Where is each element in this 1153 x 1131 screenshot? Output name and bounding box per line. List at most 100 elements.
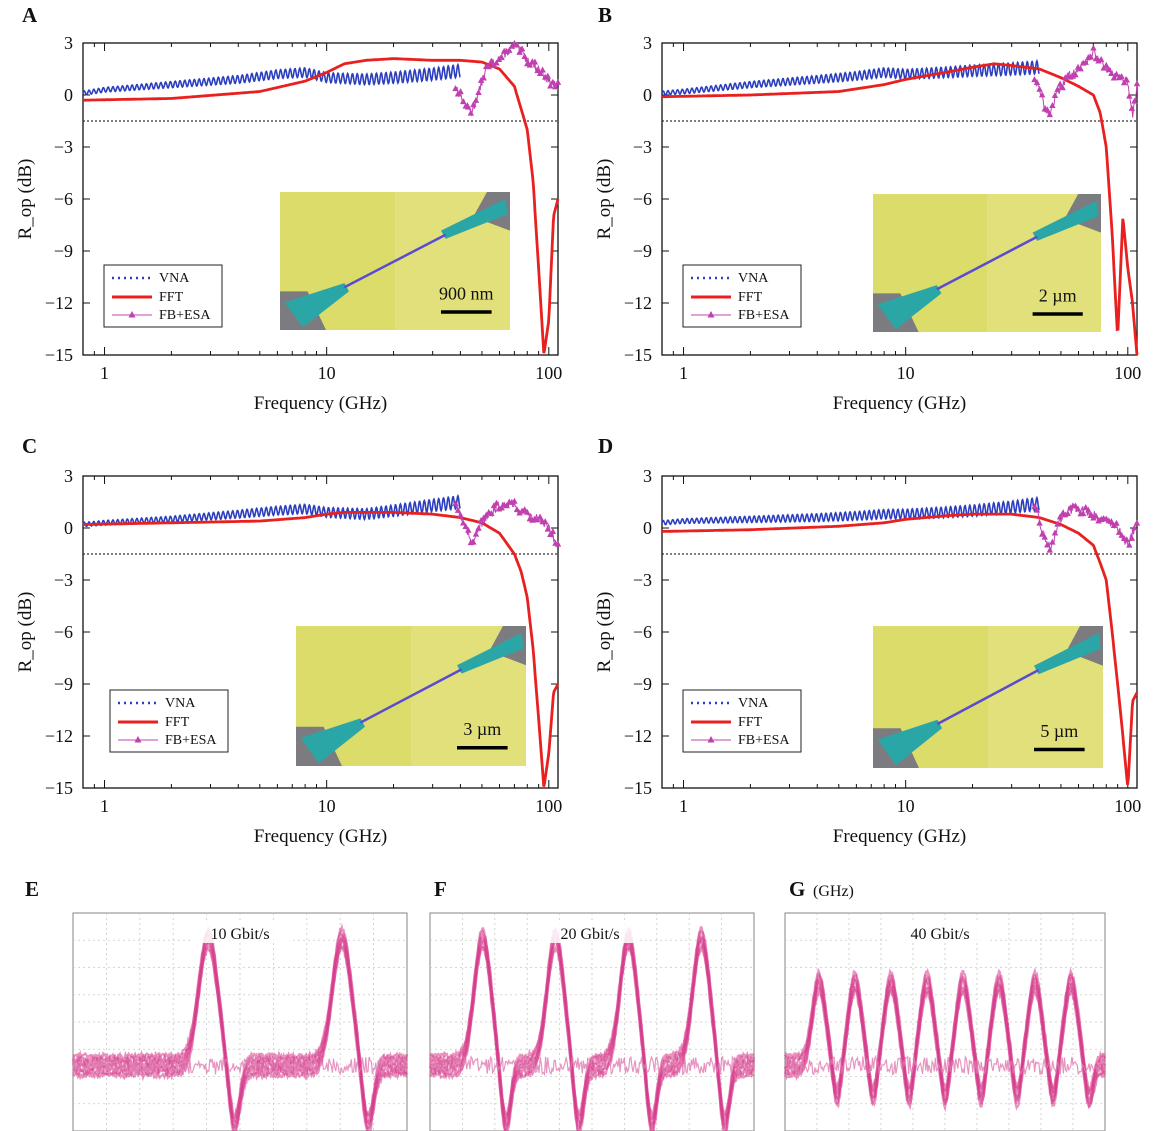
legend-label: VNA bbox=[165, 696, 196, 711]
y-tick-label: −6 bbox=[633, 622, 652, 642]
fb-esa-marker bbox=[452, 85, 459, 92]
fb-esa-marker bbox=[452, 500, 459, 507]
x-tick-label: 10 bbox=[318, 363, 336, 383]
fb-esa-marker bbox=[470, 101, 477, 108]
x-tick-label: 10 bbox=[897, 796, 915, 816]
series-fft bbox=[662, 62, 1139, 356]
inset-waveguide-right bbox=[457, 633, 524, 674]
fb-esa-marker bbox=[1077, 65, 1084, 72]
fb-esa-marker bbox=[1056, 513, 1064, 520]
y-tick-label: −3 bbox=[633, 137, 652, 157]
fb-esa-marker bbox=[1051, 529, 1059, 536]
fb-esa-marker bbox=[1128, 534, 1136, 541]
series-vna bbox=[82, 62, 461, 96]
eye-traces bbox=[71, 922, 409, 1131]
y-tick-label: −3 bbox=[54, 137, 73, 157]
fb-esa-marker bbox=[1044, 541, 1051, 548]
fb-esa-marker bbox=[1072, 502, 1079, 509]
legend-label: FFT bbox=[738, 290, 763, 305]
fb-esa-marker bbox=[1133, 519, 1141, 526]
fb-esa-marker bbox=[459, 519, 467, 526]
fb-esa-marker bbox=[459, 98, 467, 105]
panel-d: D 3 0 −3 −6 −9 −12 −15 1 10 100 Frequency (GHz) R_op… bbox=[594, 434, 1141, 847]
fb-esa-marker bbox=[488, 509, 495, 516]
fb-esa-marker bbox=[1041, 533, 1048, 540]
eye-traces bbox=[428, 926, 756, 1131]
y-tick-label: 0 bbox=[643, 518, 652, 538]
fb-esa-marker bbox=[1051, 91, 1059, 98]
fb-esa-marker bbox=[1087, 53, 1095, 60]
y-tick-label: −12 bbox=[624, 293, 652, 313]
fb-esa-marker bbox=[536, 513, 544, 520]
legend-marker-fb-esa bbox=[134, 736, 142, 743]
fb-esa-marker bbox=[1038, 530, 1046, 537]
scale-bar-label: 900 nm bbox=[439, 284, 494, 304]
fb-esa-marker bbox=[480, 514, 487, 521]
x-tick-label: 1 bbox=[679, 796, 688, 816]
fb-esa-marker bbox=[1033, 506, 1041, 513]
legend-label: FFT bbox=[159, 290, 184, 305]
fb-esa-marker bbox=[1079, 510, 1087, 517]
scale-bar-label: 2 µm bbox=[1039, 286, 1077, 306]
panel-letter: B bbox=[598, 3, 612, 27]
y-axis-title: R_op (dB) bbox=[594, 159, 615, 240]
eye-trace bbox=[783, 988, 1106, 1113]
x-tick-label: 100 bbox=[1114, 363, 1141, 383]
y-tick-label: 3 bbox=[643, 33, 652, 53]
legend: VNA FFT FB+ESA bbox=[103, 264, 223, 328]
inset-micrograph: 3 µm bbox=[296, 626, 526, 766]
eye-traces bbox=[783, 967, 1107, 1113]
fb-esa-marker bbox=[531, 58, 539, 65]
y-tick-label: 0 bbox=[64, 85, 73, 105]
inset-nanowire bbox=[343, 233, 447, 289]
y-tick-label: −15 bbox=[45, 345, 73, 365]
fb-esa-marker bbox=[549, 528, 557, 535]
fb-esa-marker bbox=[1046, 111, 1054, 118]
y-tick-label: 3 bbox=[643, 466, 652, 486]
fb-esa-marker bbox=[462, 522, 469, 529]
series-vna bbox=[82, 493, 461, 528]
fb-esa-marker bbox=[457, 511, 464, 518]
fb-esa-marker bbox=[454, 506, 462, 513]
fb-esa-marker bbox=[1128, 104, 1136, 111]
legend-label: FFT bbox=[738, 715, 763, 730]
x-tick-label: 1 bbox=[679, 363, 688, 383]
legend-label: VNA bbox=[159, 271, 190, 286]
scale-bar-label: 5 µm bbox=[1040, 721, 1078, 741]
panel-letter: F bbox=[434, 877, 447, 901]
y-tick-label: −6 bbox=[633, 189, 652, 209]
legend-marker-fb-esa bbox=[128, 311, 136, 318]
legend-label: FB+ESA bbox=[159, 308, 211, 323]
panel-f: F 20 Gbit/s bbox=[428, 877, 756, 1131]
fb-esa-marker bbox=[1123, 536, 1130, 543]
fb-esa-marker bbox=[1072, 71, 1079, 78]
fb-esa-marker bbox=[549, 78, 557, 85]
fb-esa-marker bbox=[1095, 57, 1102, 64]
fb-esa-marker bbox=[1131, 97, 1138, 104]
x-tick-label: 100 bbox=[1114, 796, 1141, 816]
legend-label: VNA bbox=[738, 696, 769, 711]
x-axis-title: Frequency (GHz) bbox=[254, 826, 387, 847]
inset-micrograph: 2 µm bbox=[873, 194, 1101, 332]
eye-trace bbox=[429, 943, 755, 1131]
fb-esa-marker bbox=[475, 524, 482, 531]
x-tick-label: 100 bbox=[535, 796, 562, 816]
fb-esa-marker bbox=[1131, 524, 1138, 531]
fb-esa-marker bbox=[465, 526, 472, 533]
y-tick-label: −12 bbox=[624, 726, 652, 746]
fb-esa-marker bbox=[1044, 106, 1051, 113]
panel-a: A 3 0 −3 −6 −9 −12 −15 1 10 100 Frequency (GHz) R_op… bbox=[15, 3, 562, 414]
series-fb-esa bbox=[1031, 44, 1141, 118]
inset-micrograph: 5 µm bbox=[873, 626, 1103, 768]
fb-esa-marker bbox=[513, 41, 521, 48]
fb-esa-marker bbox=[470, 538, 477, 545]
vna-line bbox=[661, 495, 1040, 526]
y-tick-label: −3 bbox=[633, 570, 652, 590]
fb-esa-marker bbox=[488, 57, 495, 64]
legend-label: FB+ESA bbox=[738, 308, 790, 323]
y-tick-label: −9 bbox=[633, 674, 652, 694]
fb-esa-marker bbox=[1118, 73, 1125, 80]
eye-label-bg bbox=[540, 921, 640, 943]
fb-esa-marker bbox=[480, 74, 487, 81]
